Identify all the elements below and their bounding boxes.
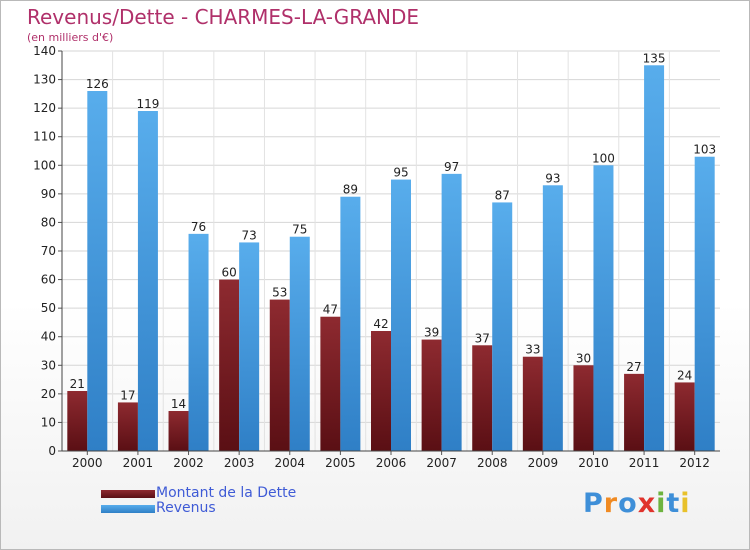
logo-letter: t (666, 488, 681, 519)
data-label: 100 (592, 151, 615, 165)
dette-bar (573, 365, 594, 451)
data-label: 75 (292, 223, 307, 237)
data-label: 97 (444, 160, 459, 174)
data-label: 24 (677, 368, 692, 382)
y-tick-label: 110 (33, 130, 56, 144)
x-tick-label: 2011 (629, 456, 660, 470)
revenus-bar (137, 111, 158, 451)
dette-bar (522, 356, 543, 451)
x-tick-label: 2004 (274, 456, 305, 470)
labels-layer: 0 10 20 30 40 50 60 70 80 90 100 110 120 130 140 21 126 2… (33, 44, 716, 470)
logo-letter: i (656, 488, 667, 519)
dette-bar (624, 373, 645, 451)
data-label: 30 (576, 351, 591, 365)
revenus-bar (644, 65, 665, 452)
x-tick-label: 2009 (528, 456, 559, 470)
data-label: 17 (120, 388, 135, 402)
x-tick-label: 2000 (72, 456, 103, 470)
x-tick-label: 2008 (477, 456, 508, 470)
revenus-bar (593, 165, 614, 452)
data-label: 76 (191, 220, 206, 234)
data-label: 14 (171, 397, 186, 411)
x-tick-label: 2010 (578, 456, 609, 470)
revenus-bar (542, 185, 563, 452)
data-label: 87 (495, 188, 510, 202)
dette-bar (371, 331, 391, 451)
data-label: 119 (136, 97, 159, 111)
revenus-bar (87, 91, 108, 451)
y-tick-label: 80 (41, 215, 56, 229)
data-label: 103 (693, 143, 716, 157)
revenus-bar (492, 202, 513, 451)
data-label: 95 (393, 166, 408, 180)
revenus-bar (391, 179, 411, 452)
legend-label-revenus: Revenus (156, 500, 216, 516)
y-tick-label: 40 (41, 330, 56, 344)
y-tick-label: 140 (33, 44, 56, 58)
legend-label-dette: Montant de la Dette (156, 485, 297, 501)
y-tick-label: 0 (48, 444, 56, 458)
x-tick-label: 2012 (679, 456, 710, 470)
dette-bar (269, 299, 290, 451)
data-label: 42 (373, 317, 388, 331)
bars-layer (67, 65, 715, 452)
data-label: 126 (86, 77, 109, 91)
data-label: 60 (222, 266, 237, 280)
revenus-bar (239, 242, 260, 451)
dette-bar (219, 279, 240, 451)
y-tick-label: 120 (33, 101, 56, 115)
data-label: 73 (242, 228, 257, 242)
x-tick-label: 2002 (173, 456, 204, 470)
chart-title: Revenus/Dette - CHARMES-LA-GRANDE (27, 5, 420, 29)
y-tick-label: 100 (33, 158, 56, 172)
logo-letter: i (680, 488, 691, 519)
y-tick-label: 130 (33, 73, 56, 87)
logo-letter: r (603, 488, 619, 519)
data-label: 21 (70, 377, 85, 391)
data-label: 93 (545, 171, 560, 185)
logo-letter: o (618, 488, 638, 519)
revenus-bar (289, 236, 310, 451)
dette-bar (67, 391, 88, 451)
x-tick-label: 2006 (376, 456, 407, 470)
revenus-bar (441, 173, 462, 451)
data-label: 135 (643, 51, 666, 65)
y-tick-label: 50 (41, 301, 56, 315)
legend-swatch-revenus (101, 505, 155, 513)
dette-bar (472, 345, 493, 451)
data-label: 27 (626, 360, 641, 374)
logo-letter: P (583, 488, 604, 519)
y-tick-label: 70 (41, 244, 56, 258)
dette-bar (117, 402, 138, 451)
y-tick-label: 90 (41, 187, 56, 201)
y-tick-label: 60 (41, 273, 56, 287)
x-tick-label: 2007 (426, 456, 457, 470)
proxiti-logo: Proxiti (583, 488, 691, 519)
data-label: 53 (272, 286, 287, 300)
logo-letter: x (637, 488, 657, 519)
revenus-bar (188, 233, 209, 451)
data-label: 89 (343, 183, 358, 197)
x-tick-label: 2003 (224, 456, 255, 470)
dette-bar (168, 411, 189, 451)
revenus-bar (694, 156, 715, 451)
y-tick-label: 20 (41, 387, 56, 401)
data-label: 47 (323, 303, 338, 317)
revenus-bar (340, 196, 361, 451)
x-tick-label: 2001 (123, 456, 154, 470)
legend-swatch-dette (101, 490, 155, 498)
dette-bar (674, 382, 695, 451)
y-tick-label: 10 (41, 415, 56, 429)
data-label: 33 (525, 343, 540, 357)
x-tick-label: 2005 (325, 456, 356, 470)
chart-subtitle: (en milliers d'€) (27, 31, 114, 44)
data-label: 39 (424, 326, 439, 340)
dette-bar (421, 339, 442, 451)
axes-layer (58, 50, 720, 455)
dette-bar (320, 316, 341, 451)
data-label: 37 (475, 331, 490, 345)
y-tick-label: 30 (41, 358, 56, 372)
